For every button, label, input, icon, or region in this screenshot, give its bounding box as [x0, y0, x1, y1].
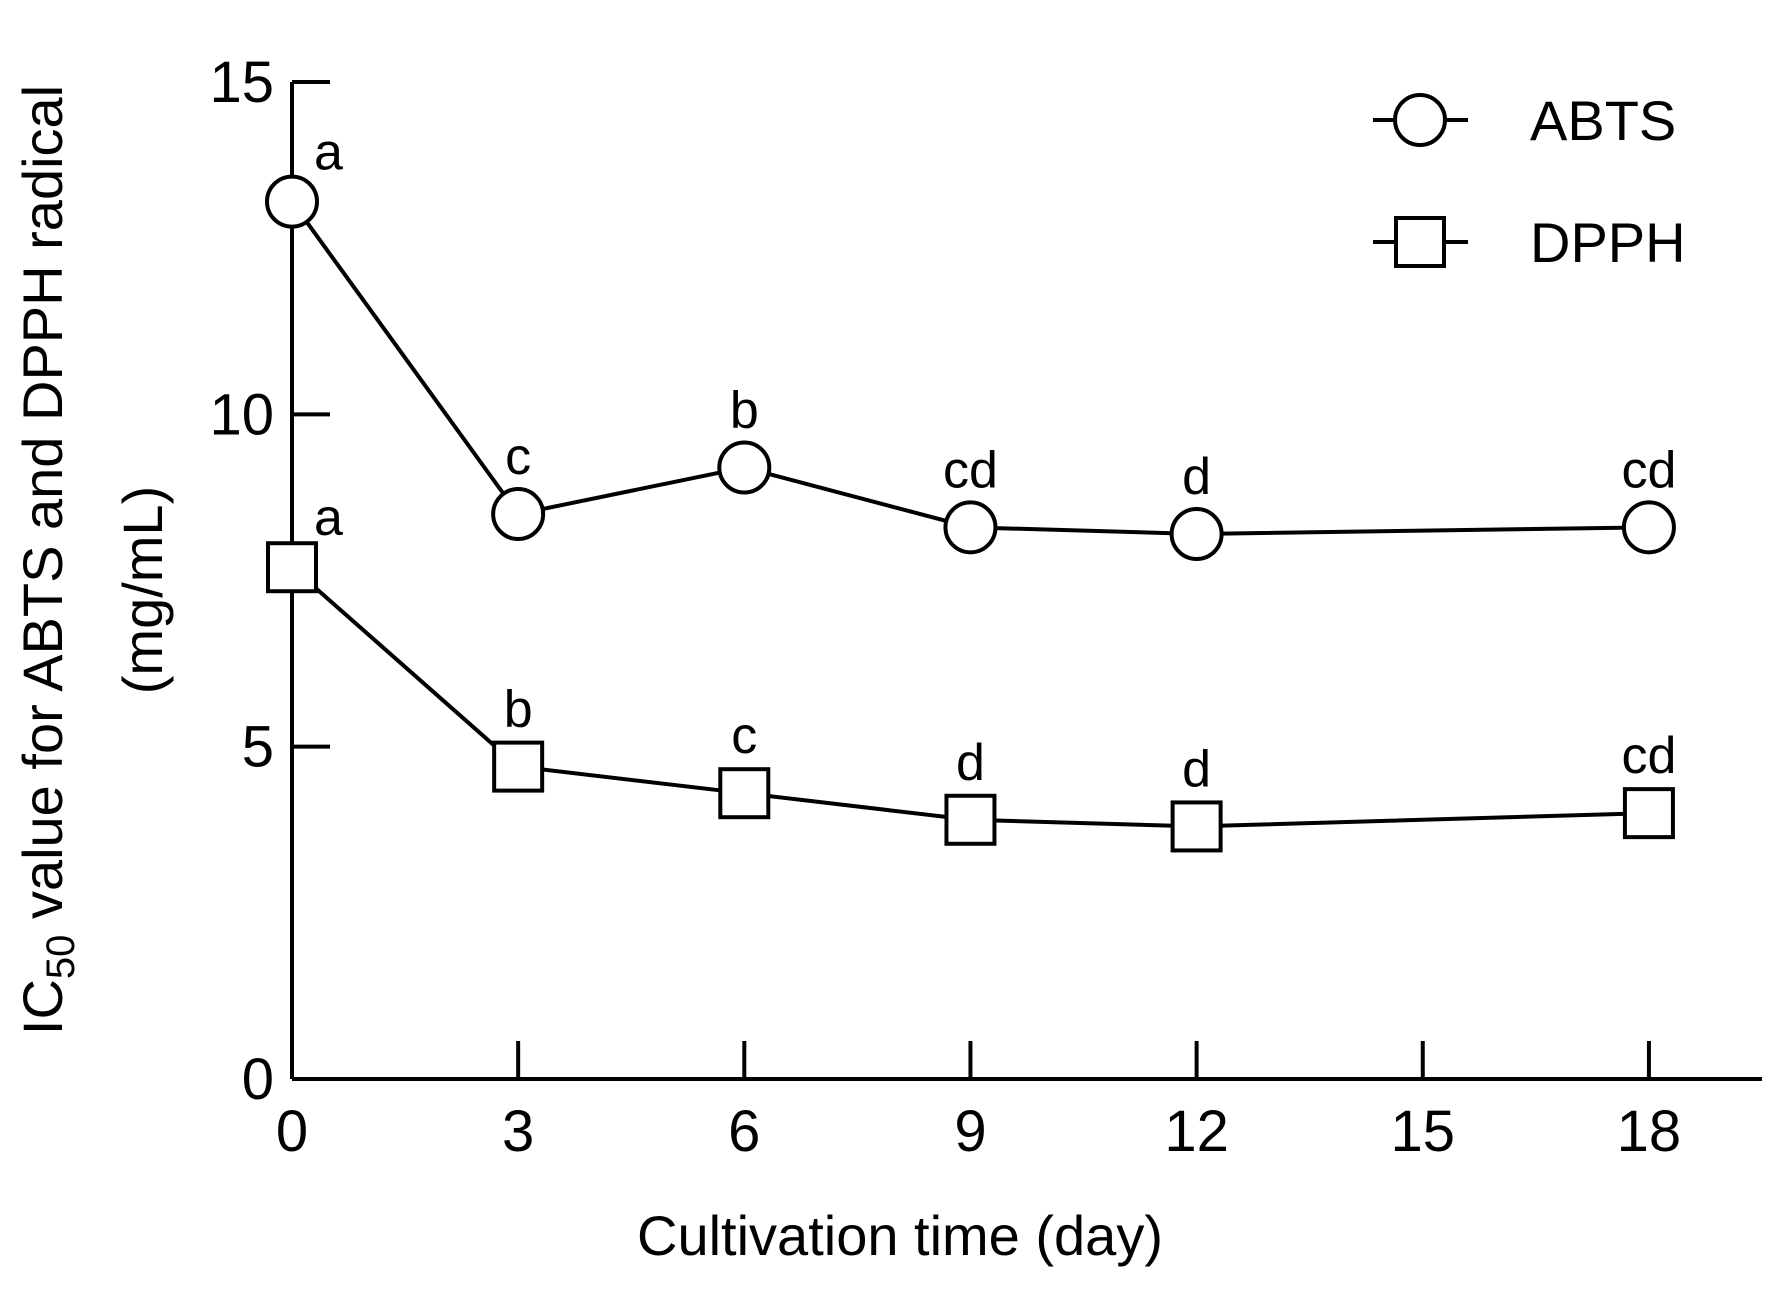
x-tick-label: 0	[276, 1099, 308, 1164]
data-label-abts: b	[730, 382, 759, 440]
series-abts: a c b cd d cd	[265, 124, 1676, 561]
y-axis-title-rest: value for ABTS and DPPH radical	[11, 85, 74, 935]
legend-item-abts: ABTS	[1373, 89, 1676, 152]
legend-marker-abts	[1393, 93, 1447, 147]
data-label-abts: cd	[943, 441, 998, 499]
y-tick-label: 0	[242, 1047, 274, 1112]
legend: ABTS DPPH	[1373, 89, 1686, 274]
data-label-abts: d	[1182, 448, 1211, 506]
series-line-abts	[290, 200, 1649, 536]
y-axis-title-subscript: 50	[39, 935, 83, 980]
x-tick-label: 9	[954, 1099, 986, 1164]
series-dpph: ab c d d cd	[266, 489, 1676, 853]
data-point-dpph	[266, 541, 318, 594]
data-point-abts	[265, 174, 319, 229]
data-point-dpph	[492, 740, 545, 793]
legend-marker-dpph	[1394, 216, 1446, 268]
legend-item-dpph: DPPH	[1373, 211, 1686, 274]
x-tick-label: 18	[1617, 1099, 1682, 1164]
y-axis-unit: (mg/mL)	[111, 486, 174, 694]
data-label-dpph: d	[956, 734, 985, 792]
x-tick-label: 12	[1164, 1099, 1229, 1164]
data-point-dpph	[944, 793, 997, 846]
x-tick-label: 3	[502, 1099, 534, 1164]
data-label-dpph: d	[1182, 740, 1211, 798]
data-label-abts: cd	[1621, 441, 1676, 499]
series-line-dpph	[290, 565, 1649, 829]
data-point-abts	[717, 440, 772, 495]
data-point-abts	[1169, 506, 1224, 561]
y-tick-label: 5	[242, 715, 274, 780]
data-label-abts: c	[505, 428, 531, 486]
data-label-dpph: b	[504, 681, 533, 739]
axes: 0 5 10 15 0 3 6 9 12 15 18	[209, 50, 1762, 1164]
data-point-dpph	[1170, 800, 1223, 853]
data-point-abts	[1621, 500, 1676, 555]
x-tick-label: 15	[1391, 1099, 1456, 1164]
data-point-abts	[491, 487, 546, 542]
x-axis-title: Cultivation time (day)	[637, 1204, 1163, 1267]
data-point-dpph	[718, 767, 771, 820]
y-axis-title: IC50 value for ABTS and DPPH radical	[11, 85, 83, 1035]
data-label-dpph: a	[314, 489, 343, 547]
y-tick-label: 10	[209, 382, 274, 447]
data-point-dpph	[1622, 787, 1675, 840]
y-tick-label: 15	[209, 50, 274, 115]
data-point-abts	[943, 500, 998, 555]
legend-label-abts: ABTS	[1530, 89, 1676, 152]
y-axis-title-prefix: IC	[11, 979, 74, 1035]
data-label-dpph: cd	[1621, 727, 1676, 785]
legend-label-dpph: DPPH	[1530, 211, 1686, 274]
x-tick-label: 6	[728, 1099, 760, 1164]
data-label-abts: a	[314, 124, 343, 182]
data-label-dpph: c	[731, 707, 757, 765]
